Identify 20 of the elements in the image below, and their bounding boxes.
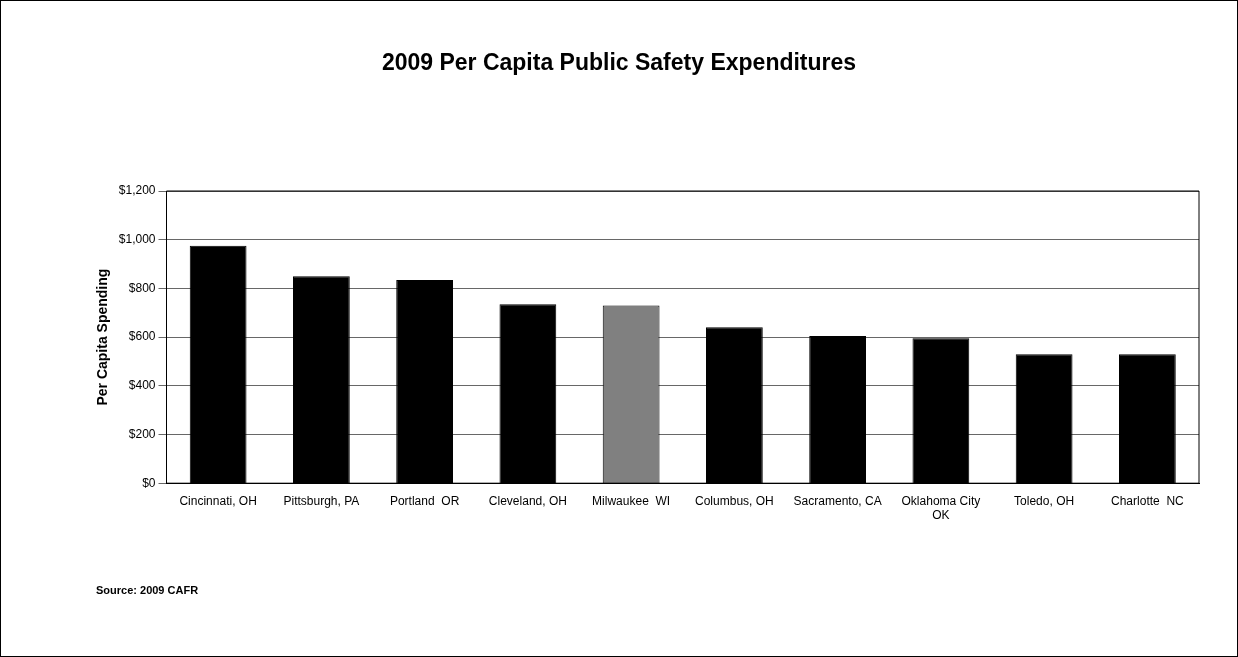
y-axis-title: Per Capita Spending [94, 268, 111, 406]
x-tick-label: Charlotte NC [1111, 493, 1185, 508]
x-tick-label: Portland OR [389, 493, 460, 508]
x-tick-label: Milwaukee WI [592, 493, 671, 508]
y-tick-label: $1,000 [118, 232, 156, 247]
x-tick-label: Toledo, OH [1014, 493, 1075, 508]
x-tick-label: Cleveland, OH [488, 493, 567, 508]
x-tick-label: Cincinnati, OH [179, 493, 257, 508]
y-tick-label: $800 [128, 280, 156, 295]
y-tick-label: $200 [128, 426, 156, 441]
y-tick-label: $1,200 [118, 183, 156, 198]
x-tick-label: Oklahoma City OK [901, 493, 981, 523]
x-tick-label: Sacramento, CA [793, 493, 882, 508]
y-tick-label: $0 [142, 475, 156, 490]
source-note: Source: 2009 CAFR [96, 584, 199, 596]
x-tick-label: Pittsburgh, PA [283, 493, 360, 508]
x-tick-label: Columbus, OH [695, 493, 774, 508]
y-tick-label: $600 [128, 329, 156, 344]
chart-title: 2009 Per Capita Public Safety Expenditures [380, 49, 858, 76]
y-tick-label: $400 [128, 378, 156, 393]
